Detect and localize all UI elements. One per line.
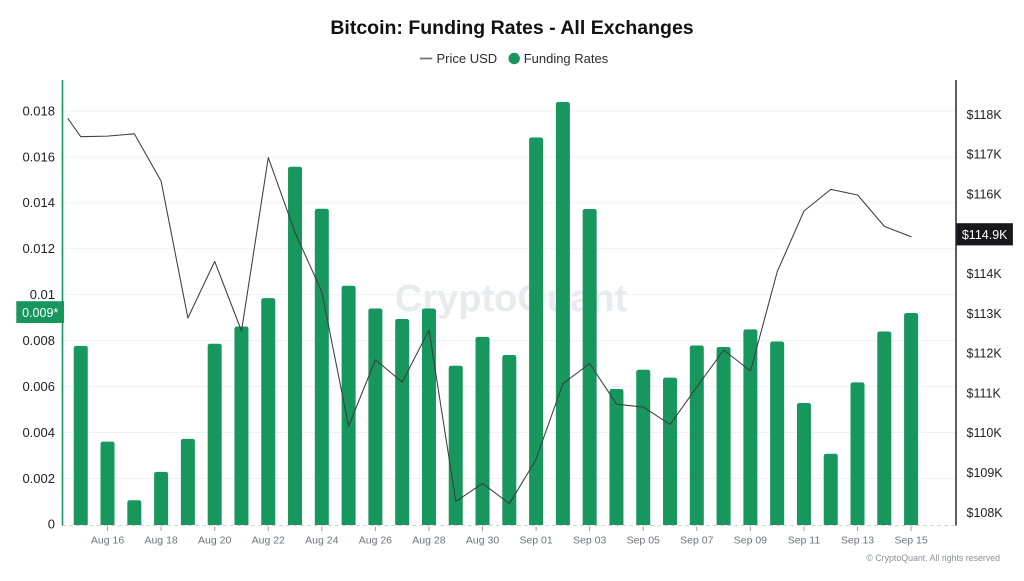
- svg-text:© CryptoQuant. All rights rese: © CryptoQuant. All rights reserved: [866, 553, 1000, 563]
- svg-text:0.009*: 0.009*: [22, 306, 58, 320]
- svg-text:$118K: $118K: [967, 108, 1003, 122]
- svg-text:Aug 16: Aug 16: [91, 535, 124, 547]
- svg-text:0.002: 0.002: [22, 471, 55, 486]
- svg-text:Aug 20: Aug 20: [198, 535, 231, 547]
- svg-text:Bitcoin: Funding Rates - All E: Bitcoin: Funding Rates - All Exchanges: [330, 17, 693, 39]
- svg-text:$117K: $117K: [967, 148, 1003, 162]
- svg-text:Aug 22: Aug 22: [252, 535, 285, 547]
- svg-text:Sep 03: Sep 03: [573, 535, 606, 547]
- svg-text:Funding Rates: Funding Rates: [524, 51, 609, 66]
- svg-text:Aug 26: Aug 26: [359, 535, 392, 547]
- svg-text:Sep 05: Sep 05: [627, 535, 660, 547]
- svg-text:Aug 24: Aug 24: [305, 535, 338, 547]
- svg-text:$114.9K: $114.9K: [962, 228, 1008, 242]
- svg-text:Sep 11: Sep 11: [788, 535, 821, 547]
- svg-text:Aug 28: Aug 28: [412, 535, 445, 547]
- svg-text:Sep 09: Sep 09: [734, 535, 767, 547]
- svg-text:0.008: 0.008: [22, 333, 55, 348]
- svg-text:Sep 15: Sep 15: [894, 535, 927, 547]
- svg-text:$112K: $112K: [967, 347, 1003, 361]
- svg-text:$116K: $116K: [967, 188, 1003, 202]
- svg-text:$111K: $111K: [967, 386, 1002, 400]
- svg-text:Sep 07: Sep 07: [680, 535, 713, 547]
- svg-text:0.012: 0.012: [22, 241, 55, 256]
- svg-text:$108K: $108K: [967, 506, 1004, 520]
- svg-text:0.004: 0.004: [22, 425, 55, 440]
- svg-text:$109K: $109K: [967, 466, 1004, 480]
- svg-text:0.006: 0.006: [22, 379, 55, 394]
- svg-text:Price USD: Price USD: [437, 51, 498, 66]
- svg-text:0.016: 0.016: [22, 149, 55, 164]
- svg-text:0: 0: [48, 517, 55, 532]
- svg-text:0.01: 0.01: [30, 287, 55, 302]
- svg-text:Sep 13: Sep 13: [841, 535, 874, 547]
- svg-text:Aug 18: Aug 18: [144, 535, 177, 547]
- svg-text:$113K: $113K: [967, 307, 1003, 321]
- svg-text:$110K: $110K: [967, 426, 1003, 440]
- svg-text:Sep 01: Sep 01: [519, 535, 552, 547]
- svg-text:0.014: 0.014: [22, 195, 55, 210]
- svg-text:$114K: $114K: [967, 267, 1003, 281]
- svg-text:Aug 30: Aug 30: [466, 535, 499, 547]
- svg-text:0.018: 0.018: [22, 103, 55, 118]
